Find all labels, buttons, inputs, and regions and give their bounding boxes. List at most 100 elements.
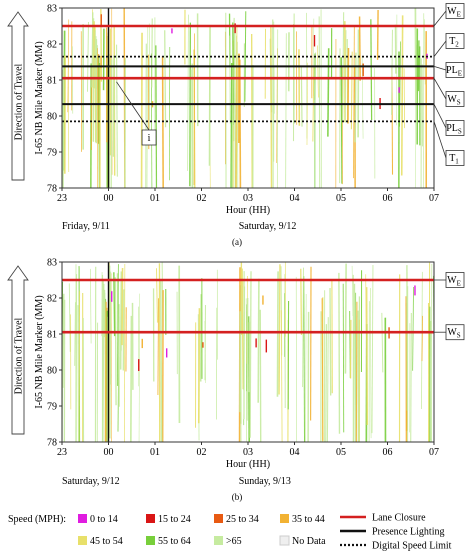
speed-streak — [122, 289, 125, 371]
y-tick-label: 83 — [47, 4, 57, 15]
speed-streak — [400, 15, 404, 176]
speed-bin-label: 45 to 54 — [90, 536, 123, 547]
x-tick-label: 05 — [336, 193, 346, 204]
speed-streak — [270, 26, 273, 188]
speed-streak — [410, 313, 412, 442]
label-box — [445, 272, 465, 288]
chart-panel-a: 78 79 80 81 82 83 23 00 01 02 03 04 05 06 07 Hour (HH) I… — [7, 3, 465, 247]
callout-leader — [116, 81, 150, 131]
speed-streak — [193, 33, 196, 185]
x-tick-label: 00 — [104, 447, 114, 458]
label-box — [445, 62, 465, 78]
speed-streak — [98, 57, 100, 188]
speed-streak — [338, 272, 341, 434]
speed-streak — [399, 41, 401, 127]
direction-arrow-icon — [7, 11, 29, 181]
direction-of-travel-label: Direction of Travel — [14, 63, 25, 140]
callout-box — [141, 129, 157, 146]
label-leader — [433, 10, 447, 27]
label-leader — [433, 103, 447, 129]
speed-streak — [391, 29, 393, 115]
speed-streak — [74, 302, 76, 366]
y-axis-label: I-65 NB Mile Marker (MM) — [34, 295, 45, 408]
speed-streak — [353, 283, 356, 442]
label-leader — [433, 78, 447, 100]
speed-streak — [300, 268, 303, 336]
speed-streak — [344, 30, 347, 123]
speed-streak — [285, 33, 287, 188]
speed-streak — [365, 287, 369, 426]
speed-streak — [329, 288, 332, 396]
speed-streak — [146, 26, 148, 188]
speed-streak — [238, 59, 242, 188]
x-tick-label: 07 — [429, 193, 439, 204]
location-label-WE: WE — [447, 275, 461, 288]
x-tick-label: 01 — [150, 447, 160, 458]
chart-panel-b: 78 79 80 81 82 83 23 00 01 02 03 04 05 06 07 Hour (HH) I… — [7, 258, 465, 502]
speed-bin-label: No Data — [292, 536, 326, 547]
speed-swatch — [214, 536, 223, 545]
day-label: Saturday, 9/12 — [62, 476, 120, 487]
speed-streak — [325, 324, 328, 442]
label-box — [445, 91, 465, 107]
y-tick-label: 79 — [47, 402, 57, 413]
y-tick-label: 79 — [47, 148, 57, 159]
speed-streak — [156, 268, 158, 323]
line-legend-label: Presence Lighting — [372, 527, 444, 538]
speed-streak — [113, 272, 116, 337]
day-label: Saturday, 9/12 — [239, 221, 297, 232]
location-label-T1: T1 — [449, 153, 459, 166]
speed-streak — [430, 263, 433, 441]
speed-swatch — [280, 514, 289, 523]
direction-arrow-icon — [7, 265, 29, 435]
speed-streak — [350, 51, 353, 130]
speed-streak — [280, 310, 283, 442]
x-tick-label: 05 — [336, 447, 346, 458]
speed-streak — [257, 278, 260, 403]
speed-bin-label: 15 to 24 — [158, 514, 191, 525]
y-tick-label: 82 — [47, 40, 57, 51]
speed-streak — [340, 57, 343, 184]
location-label-WE: WE — [447, 6, 461, 19]
speed-streak — [95, 45, 98, 144]
speed-streak — [318, 16, 321, 188]
speed-streak — [102, 283, 105, 442]
speed-streak — [109, 271, 112, 439]
x-tick-label: 01 — [150, 193, 160, 204]
legend: Speed (MPH): 0 to 14 15 to 24 25 to 34 35 to… — [8, 513, 452, 552]
speed-bin-label: 55 to 64 — [158, 536, 191, 547]
y-tick-label: 83 — [47, 258, 57, 269]
speed-swatch — [279, 535, 290, 546]
y-tick-label: 81 — [47, 76, 57, 87]
speed-streak — [353, 25, 355, 179]
speed-streak — [187, 14, 189, 171]
speed-streak — [371, 264, 374, 434]
label-box — [445, 33, 465, 49]
y-axis-label: I-65 NB Mile Marker (MM) — [34, 41, 45, 154]
line-legend-label: Lane Closure — [372, 513, 426, 524]
speed-bin-label: >65 — [226, 536, 242, 547]
y-tick-label: 80 — [47, 112, 57, 123]
x-axis-label: Hour (HH) — [226, 205, 270, 216]
speed-streak — [62, 69, 65, 188]
speed-swatch — [78, 536, 87, 545]
speed-streak — [117, 264, 119, 386]
x-tick-label: 04 — [290, 447, 300, 458]
label-box — [445, 150, 465, 166]
day-label: Sunday, 9/13 — [239, 476, 291, 487]
speed-streak — [305, 293, 307, 442]
speed-streak — [161, 56, 164, 188]
speed-swatch — [146, 514, 155, 523]
speed-streak — [381, 312, 384, 373]
speed-streak — [110, 59, 113, 188]
label-box — [445, 120, 465, 136]
y-tick-label: 78 — [47, 184, 57, 195]
speed-streak — [321, 298, 324, 441]
speed-streak — [278, 264, 281, 395]
x-tick-label: 00 — [104, 193, 114, 204]
speed-streak — [208, 25, 211, 166]
location-label-WS: WS — [447, 327, 460, 340]
caption-a: (a) — [232, 237, 242, 247]
speed-streak — [361, 56, 364, 139]
speed-streak — [303, 276, 305, 442]
